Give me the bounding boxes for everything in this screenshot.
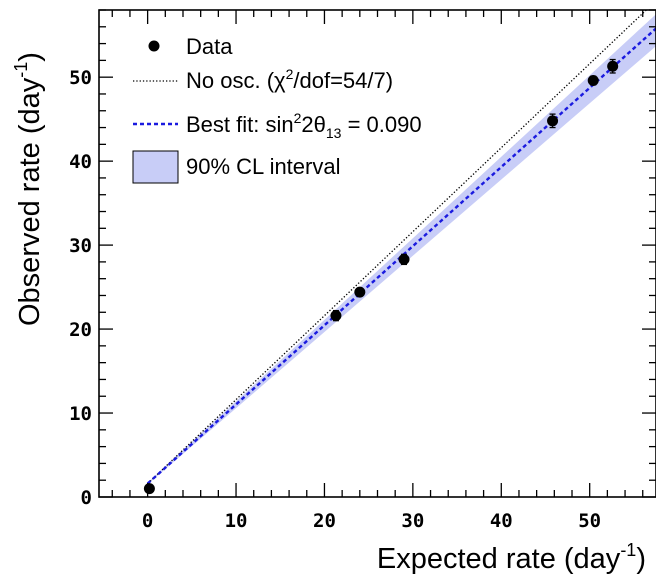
y-tick-label: 50 <box>69 67 92 89</box>
ticks-layer <box>99 9 656 498</box>
y-tick-label: 40 <box>69 151 92 173</box>
y-tick-label: 20 <box>69 319 92 341</box>
data-point-marker <box>398 253 410 265</box>
best-fit-line <box>146 27 656 485</box>
legend-entry-cl-band: 90% CL interval <box>132 150 340 184</box>
legend-cl-band-label: 90% CL interval <box>186 154 340 179</box>
x-tick-label: 40 <box>490 510 513 532</box>
data-point <box>330 309 342 322</box>
legend-entry-data: Data <box>148 34 233 59</box>
data-point <box>143 483 155 495</box>
y-axis-title: Observed rate (day-1) <box>11 52 46 326</box>
y-tick-label: 30 <box>69 235 92 257</box>
line-layer <box>146 10 656 485</box>
legend: Data No osc. (χ2/dof=54/7) Best fit: sin… <box>132 34 422 184</box>
x-axis-title: Expected rate (day-1) <box>377 540 646 575</box>
data-point-marker <box>547 115 559 127</box>
data-point-marker <box>587 75 599 87</box>
legend-entry-best-fit: Best fit: sin22θ13 = 0.090 <box>133 110 422 141</box>
x-tick-label: 10 <box>225 510 248 532</box>
data-point <box>607 58 619 74</box>
x-tick-label: 20 <box>313 510 336 532</box>
data-points-layer <box>143 58 619 495</box>
confidence-band-layer <box>147 14 656 485</box>
data-point <box>354 286 366 298</box>
data-point-marker <box>607 60 619 72</box>
data-point <box>398 253 410 266</box>
cl-band <box>147 14 656 485</box>
data-point-marker <box>330 310 342 322</box>
data-point-marker <box>354 286 366 298</box>
x-tick-label: 30 <box>401 510 424 532</box>
data-point <box>587 75 599 87</box>
legend-best-fit-label: Best fit: sin22θ13 = 0.090 <box>186 110 422 141</box>
legend-data-label: Data <box>186 34 233 59</box>
y-tick-label: 0 <box>81 487 92 509</box>
legend-entry-no-osc: No osc. (χ2/dof=54/7) <box>133 66 393 93</box>
legend-cl-band-swatch <box>132 150 179 184</box>
tick-labels-layer: 0 10 20 30 40 50 0 10 20 30 40 50 <box>69 67 601 532</box>
legend-data-marker <box>148 40 160 52</box>
legend-no-osc-label: No osc. (χ2/dof=54/7) <box>186 66 393 93</box>
data-point <box>547 113 559 129</box>
x-tick-label: 50 <box>578 510 601 532</box>
y-tick-label: 10 <box>69 403 92 425</box>
no-osc-line <box>147 10 648 485</box>
x-tick-label: 0 <box>142 510 153 532</box>
data-point-marker <box>143 483 155 495</box>
